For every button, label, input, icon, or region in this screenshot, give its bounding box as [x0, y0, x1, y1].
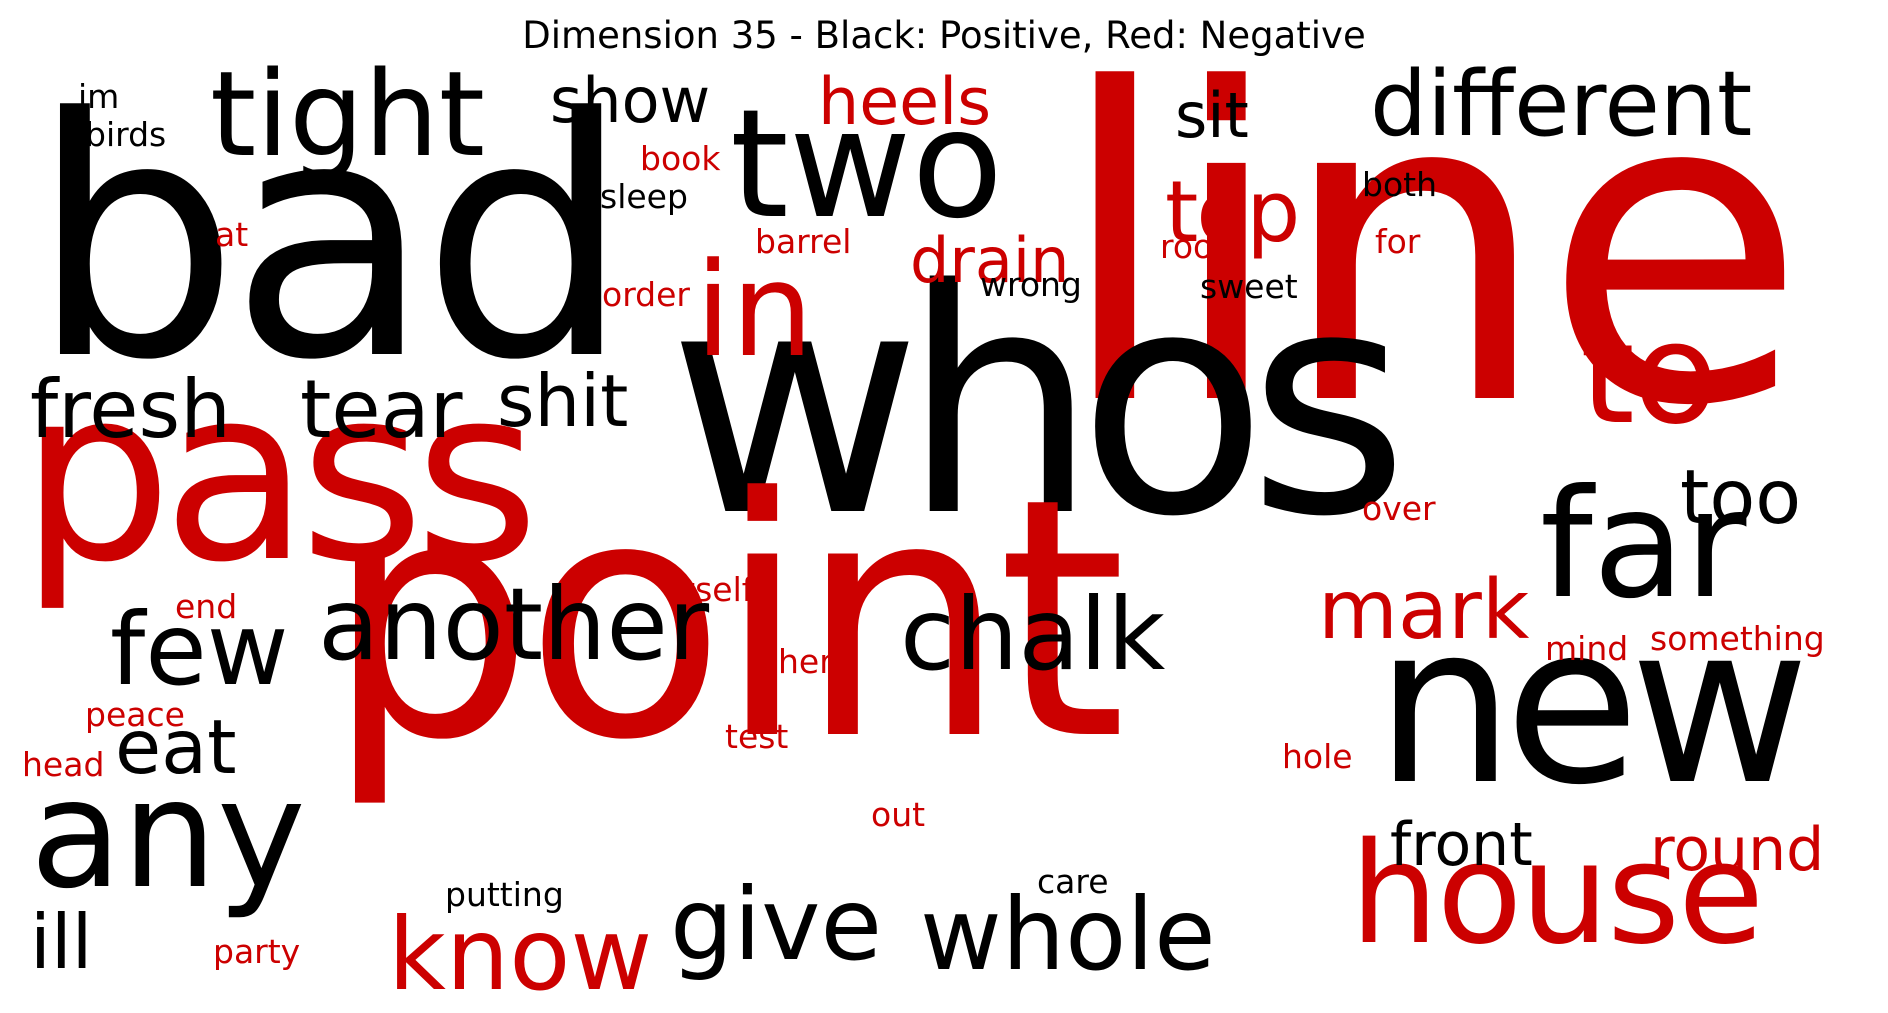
word-order: order [602, 275, 690, 314]
word-heels: heels [818, 65, 992, 140]
word-point: point [325, 428, 1127, 812]
word-drain: drain [910, 224, 1070, 297]
word-room: room [1160, 227, 1246, 266]
word-tear: tear [300, 363, 463, 456]
word-fresh: fresh [30, 363, 231, 456]
word-top: top [1165, 163, 1300, 262]
word-head: head [22, 745, 105, 784]
word-im: im [78, 77, 120, 116]
word-eat: eat [115, 703, 237, 791]
word-bad: bad [30, 48, 631, 432]
word-to: to [1580, 293, 1719, 456]
word-round: round [1650, 815, 1825, 885]
word-peace: peace [85, 695, 185, 734]
word-tight: tight [210, 45, 486, 183]
word-itself: itself [673, 570, 754, 609]
word-sweet: sweet [1200, 267, 1298, 306]
word-for: for [1375, 222, 1421, 261]
word-another: another [318, 566, 710, 683]
word-mark: mark [1318, 563, 1530, 658]
word-two: two [730, 78, 1004, 252]
word-something: something [1650, 619, 1825, 658]
word-wrong: wrong [980, 265, 1082, 304]
word-barrel: barrel [755, 222, 852, 261]
word-few: few [110, 591, 289, 708]
word-know: know [388, 896, 653, 1013]
word-whole: whole [920, 876, 1216, 993]
word-out: out [871, 795, 926, 834]
word-too: too [1680, 453, 1802, 541]
word-house: house [1350, 813, 1764, 976]
word-sit: sit [1175, 79, 1249, 152]
word-both: both [1362, 165, 1437, 204]
word-sleep: sleep [600, 177, 688, 216]
word-mind: mind [1545, 629, 1629, 668]
word-at: at [215, 215, 249, 254]
word-give: give [670, 866, 882, 983]
word-in: in [695, 234, 814, 386]
word-party: party [213, 932, 301, 971]
word-test: test [725, 717, 789, 756]
word-pass: pass [20, 335, 539, 615]
word-over: over [1362, 489, 1436, 528]
word-front: front [1390, 810, 1533, 880]
word-new: new [1375, 577, 1810, 833]
word-chalk: chalk [900, 576, 1166, 693]
word-end: end [175, 587, 238, 626]
word-whos: whos [668, 224, 1409, 585]
word-book: book [640, 139, 721, 178]
word-any: any [30, 748, 306, 922]
word-putting: putting [445, 875, 564, 914]
word-shit: shit [497, 359, 629, 443]
word-hole: hole [1282, 737, 1353, 776]
word-ill: ill [30, 898, 93, 986]
chart-title: Dimension 35 - Black: Positive, Red: Neg… [522, 14, 1366, 57]
word-far: far [1540, 458, 1747, 632]
word-different: different [1370, 52, 1753, 157]
word-care: care [1037, 862, 1109, 901]
word-line: line [1055, 0, 1807, 500]
word-birds: birds [85, 115, 167, 154]
word-here: here [778, 642, 853, 681]
word-show: show [550, 64, 711, 137]
